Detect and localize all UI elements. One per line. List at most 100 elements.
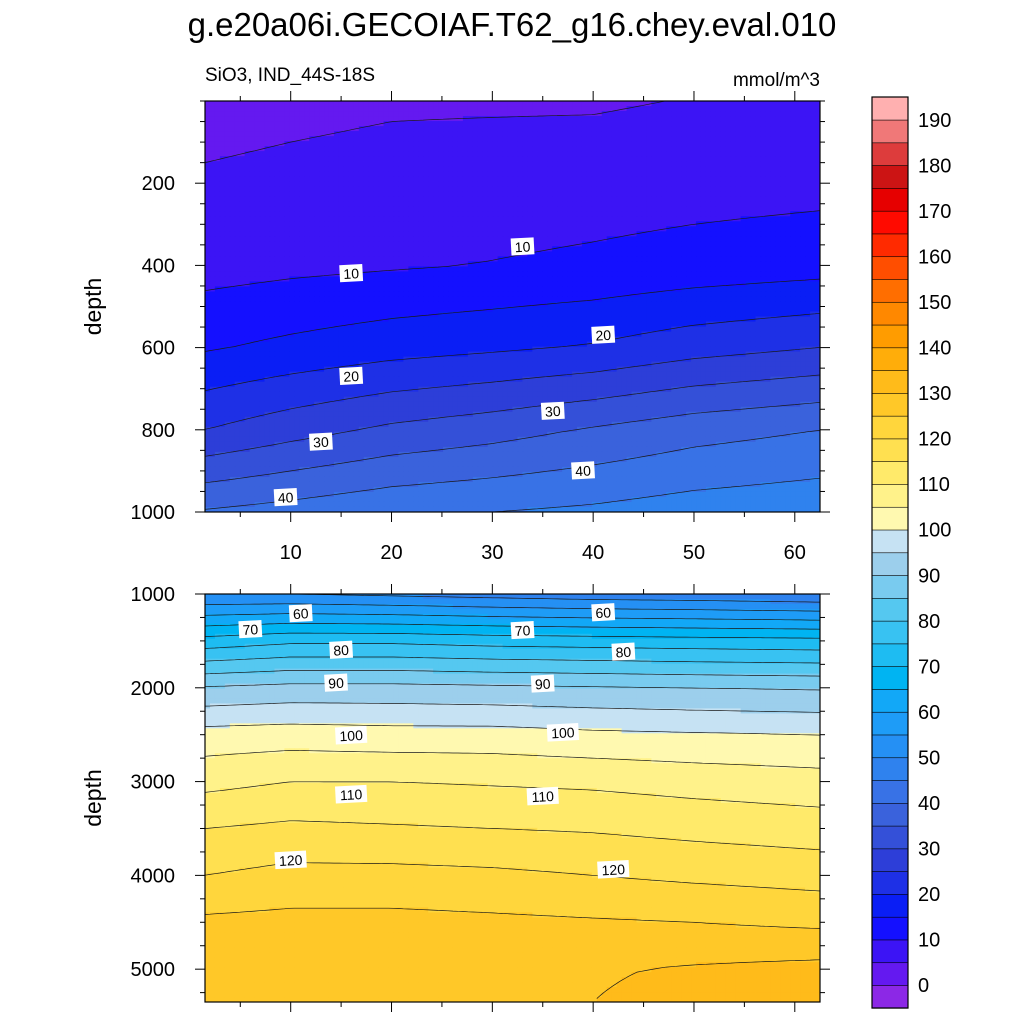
y-tick-label: 600 xyxy=(142,338,175,360)
colorbar-box xyxy=(871,757,909,781)
x-axis xyxy=(239,584,796,1012)
contour-label: 90 xyxy=(530,674,555,693)
colorbar-label: 100 xyxy=(918,520,951,542)
y-tick-label: 4000 xyxy=(131,865,176,887)
contour-fill xyxy=(205,594,820,1002)
colorbar-label: 110 xyxy=(918,474,950,496)
contour-label: 30 xyxy=(308,432,333,451)
colorbar-label: 0 xyxy=(918,975,929,997)
y-axis-label: depth xyxy=(80,769,106,827)
contour-label: 40 xyxy=(571,461,595,480)
contour-label: 100 xyxy=(546,723,580,742)
colorbar-box xyxy=(871,415,909,440)
colorbar-box xyxy=(871,574,909,599)
contour-label: 40 xyxy=(273,488,298,507)
colorbar-box xyxy=(871,939,909,964)
colorbar-box xyxy=(871,688,909,713)
y-tick-label: 1000 xyxy=(131,584,176,606)
y-tick-label: 2000 xyxy=(131,678,176,700)
colorbar-label: 10 xyxy=(918,930,940,952)
colorbar-label: 40 xyxy=(918,793,940,815)
colorbar-box xyxy=(871,369,909,394)
contour-label: 80 xyxy=(329,640,354,659)
figure-title: g.e20a06i.GECOIAF.T62_g16.chey.eval.010 xyxy=(188,6,837,43)
colorbar-box xyxy=(871,438,909,463)
contour-label: 120 xyxy=(597,859,630,879)
contour-line-5 xyxy=(205,101,666,163)
colorbar-box xyxy=(871,187,909,212)
colorbar-label: 190 xyxy=(918,110,951,132)
colorbar-box xyxy=(871,529,909,554)
contour-line-125 xyxy=(205,907,820,929)
colorbar-box xyxy=(871,142,909,166)
x-axis: 10 20 30 40 50 60 xyxy=(239,91,806,564)
contour-line-85 xyxy=(205,670,820,677)
colorbar-box xyxy=(871,278,909,303)
contour-label: 110 xyxy=(526,786,559,806)
colorbar-box xyxy=(871,893,909,918)
contour-label: 90 xyxy=(324,673,348,692)
colorbar-label: 160 xyxy=(918,246,951,268)
y-tick-label: 1000 xyxy=(131,502,176,524)
colorbar-box xyxy=(871,984,909,1009)
contour-lines xyxy=(205,594,820,999)
contour-label: 30 xyxy=(540,401,565,420)
colorbar-label: 150 xyxy=(918,292,951,314)
contour-label: 70 xyxy=(238,620,263,639)
subtitle-right: mmol/m^3 xyxy=(733,70,820,91)
colorbar-label: 60 xyxy=(918,702,940,724)
contour-label: 70 xyxy=(510,620,535,640)
contour-fill xyxy=(205,101,820,512)
x-tick-label: 60 xyxy=(784,542,806,564)
colorbar-box xyxy=(871,210,909,235)
y-axis: 200 400 600 800 1000 depth xyxy=(80,100,830,524)
contour-label: 20 xyxy=(339,366,364,385)
colorbar-label: 30 xyxy=(918,839,940,861)
colorbar-box xyxy=(871,825,909,850)
colorbar-box xyxy=(871,324,909,349)
contour-line-95 xyxy=(205,702,820,713)
y-tick-label: 3000 xyxy=(131,772,176,794)
y-tick-label: 800 xyxy=(142,420,175,442)
colorbar-label: 70 xyxy=(918,656,940,678)
colorbar-label: 90 xyxy=(918,565,940,587)
colorbar-label: 50 xyxy=(918,748,940,770)
x-tick-label: 50 xyxy=(683,542,705,564)
contour-line-115 xyxy=(205,820,820,851)
contour-label: 60 xyxy=(288,604,313,623)
colorbar-box xyxy=(871,779,909,804)
contour-label: 10 xyxy=(510,237,535,256)
colorbar-label: 170 xyxy=(918,201,951,223)
colorbar-label: 140 xyxy=(918,338,951,360)
colorbar-box xyxy=(871,119,909,144)
colorbar-box xyxy=(871,666,909,690)
colorbar: 0 10 20 30 40 50 60 70 80 90 100 110 120 130 140 150 160… xyxy=(871,96,951,1009)
colorbar-box xyxy=(871,506,909,531)
contour-label: 100 xyxy=(334,725,368,745)
x-tick-label: 30 xyxy=(481,542,503,564)
contour-line-45 xyxy=(492,477,820,512)
x-tick-label: 40 xyxy=(582,542,604,564)
x-tick-label: 20 xyxy=(380,542,402,564)
colorbar-box xyxy=(871,962,909,986)
colorbar-box xyxy=(871,848,909,872)
contour-line-70 xyxy=(205,632,820,639)
contour-line-35 xyxy=(205,402,820,484)
colorbar-box xyxy=(871,392,909,417)
colorbar-box xyxy=(871,165,909,189)
contour-label: 10 xyxy=(339,264,364,283)
y-axis: 1000 2000 3000 4000 5000 depth xyxy=(80,584,830,994)
colorbar-box xyxy=(871,301,909,326)
contour-label: 80 xyxy=(611,642,636,661)
colorbar-box xyxy=(871,734,909,759)
x-tick-label: 10 xyxy=(280,542,302,564)
lower-panel: 60 60 70 70 80 80 90 90 100 100 110 110 120 120 1000 20… xyxy=(80,584,830,1012)
y-tick-label: 5000 xyxy=(131,959,176,981)
colorbar-box xyxy=(871,711,909,736)
colorbar-box xyxy=(871,461,909,485)
colorbar-box xyxy=(871,620,909,645)
colorbar-box xyxy=(871,483,909,508)
plot-frame xyxy=(204,593,821,1003)
